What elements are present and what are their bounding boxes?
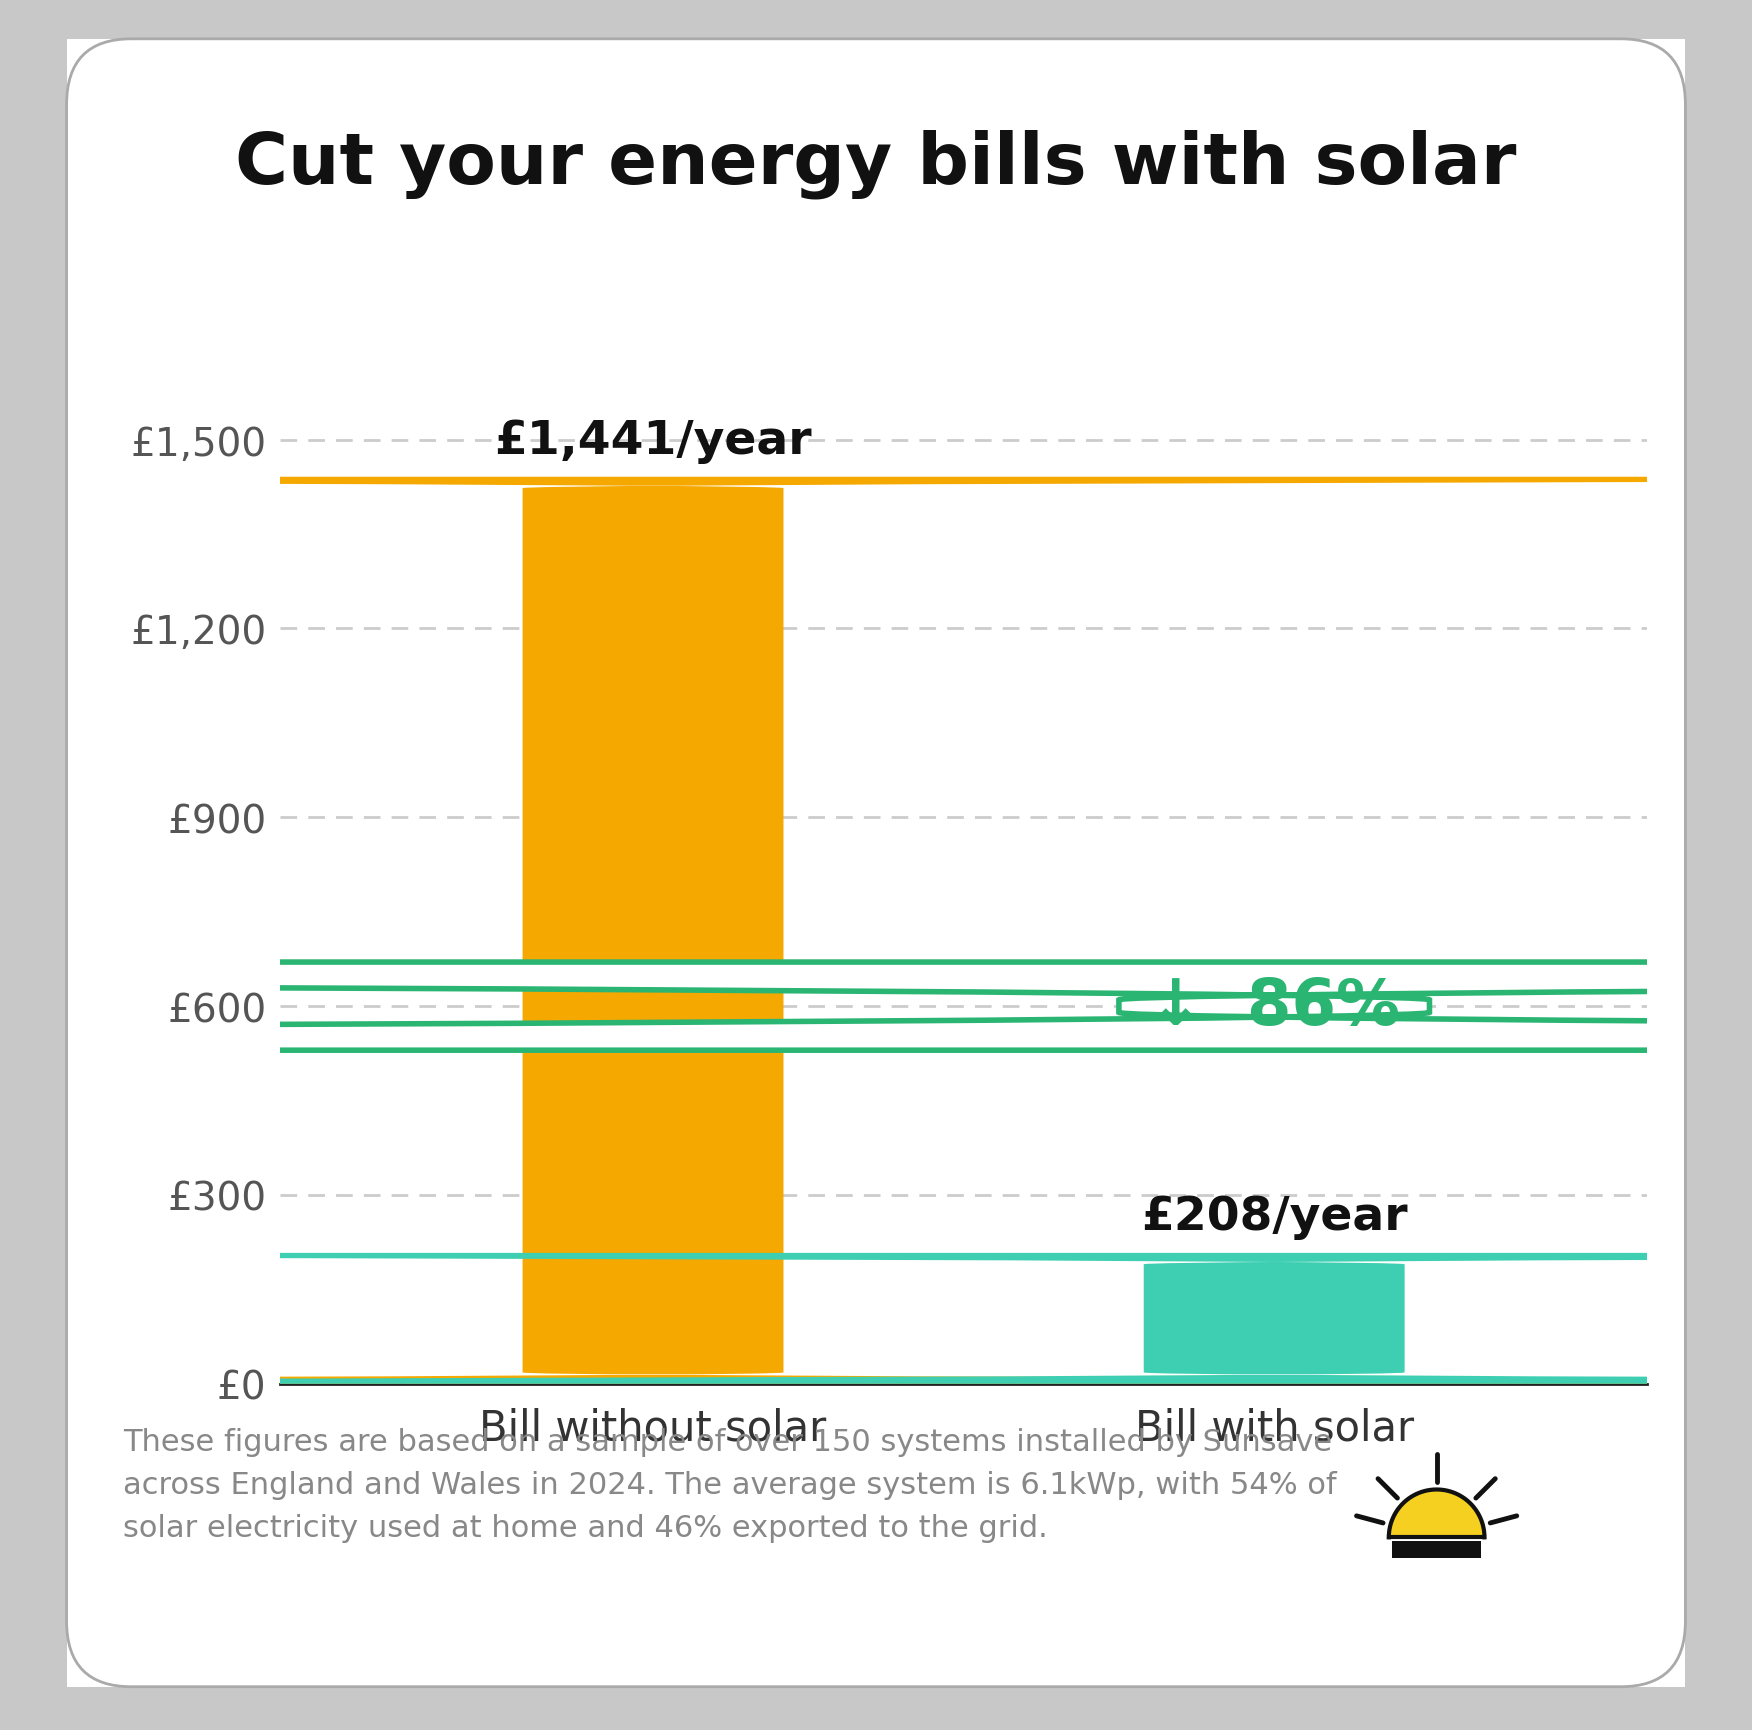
FancyBboxPatch shape (1393, 1541, 1480, 1559)
FancyBboxPatch shape (0, 962, 1752, 1050)
Text: ↓  86%: ↓ 86% (1149, 976, 1400, 1038)
FancyBboxPatch shape (67, 40, 1685, 1687)
Polygon shape (1389, 1490, 1484, 1538)
Text: £1,441/year: £1,441/year (494, 419, 811, 464)
FancyBboxPatch shape (0, 1253, 1752, 1384)
Text: Cut your energy bills with solar: Cut your energy bills with solar (235, 130, 1517, 199)
Text: These figures are based on a sample of over 150 systems installed by Sunsave
acr: These figures are based on a sample of o… (123, 1427, 1337, 1541)
Text: £208/year: £208/year (1141, 1194, 1407, 1239)
FancyBboxPatch shape (0, 477, 1752, 1384)
